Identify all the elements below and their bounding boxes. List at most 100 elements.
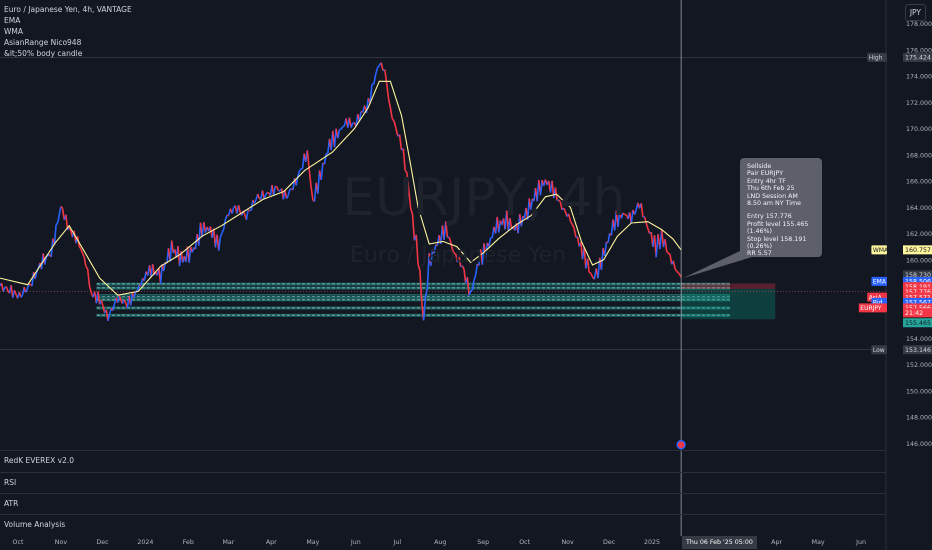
- price-segment: [473, 274, 477, 281]
- price-segment: [264, 192, 268, 196]
- currency-button[interactable]: JPY: [904, 4, 926, 21]
- price-segment: [20, 294, 24, 298]
- pane-everex[interactable]: RedK EVEREX v2.0: [0, 450, 886, 473]
- time-cursor-label: Thu 06 Feb '25 05:00: [682, 536, 757, 549]
- price-segment: [395, 128, 399, 137]
- price-segment: [143, 271, 147, 281]
- price-segment: [466, 277, 470, 296]
- price-segment: [263, 194, 267, 200]
- price-segment: [284, 190, 288, 199]
- price-segment: [448, 236, 452, 243]
- note-line: Pair EURJPY: [747, 170, 784, 178]
- price-tick-label: 168.000: [906, 152, 932, 159]
- price-segment: [86, 268, 91, 287]
- price-segment: [666, 250, 669, 254]
- price-segment: [458, 256, 462, 267]
- price-segment: [672, 260, 676, 269]
- price-segment: [289, 188, 292, 191]
- price-segment: [583, 247, 587, 269]
- price-segment: [640, 203, 644, 217]
- price-tick-label: 166.000: [906, 179, 932, 186]
- price-segment: [677, 272, 681, 276]
- price-segment: [245, 210, 249, 220]
- price-label-box: [903, 270, 932, 280]
- price-segment: [645, 223, 649, 229]
- price-segment: [159, 264, 163, 285]
- time-tick-label: Nov: [561, 539, 574, 546]
- price-tick-label: 148.000: [906, 415, 932, 422]
- price-segment: [56, 214, 61, 224]
- price-segment: [463, 269, 467, 284]
- price-segment: [24, 288, 29, 293]
- time-tick-label: Mar: [222, 539, 235, 546]
- price-segment: [600, 248, 604, 271]
- price-label-text: 155.465: [905, 320, 931, 327]
- price-segment: [419, 270, 423, 303]
- price-segment: [603, 242, 608, 257]
- price-segment: [488, 237, 492, 247]
- price-segment: [136, 284, 140, 291]
- price-segment: [453, 252, 457, 255]
- price-label-box: [903, 52, 932, 62]
- price-segment: [221, 228, 225, 234]
- price-segment: [411, 214, 416, 241]
- price-segment: [276, 186, 280, 192]
- trade-note[interactable]: Sellside Pair EURJPY Entry 4hr TF Thu 6t…: [740, 158, 822, 257]
- price-tick-label: 170.000: [906, 126, 932, 133]
- price-segment: [415, 234, 419, 265]
- legend-symbol[interactable]: Euro / Japanese Yen, 4h, VANTAGE: [4, 5, 132, 14]
- price-segment: [107, 313, 111, 322]
- price-tick-label: 176.000: [906, 47, 932, 54]
- price-tick-label: 162.000: [906, 231, 932, 238]
- price-segment: [372, 74, 377, 85]
- note-pointer: [683, 250, 752, 279]
- price-label-box: [903, 276, 932, 286]
- price-segment: [272, 186, 277, 196]
- price-tag-text: Low: [873, 347, 885, 354]
- price-segment: [607, 233, 611, 243]
- time-tick-label: Oct: [519, 539, 531, 546]
- price-segment: [28, 283, 31, 286]
- pane-volume[interactable]: Volume Analysis: [0, 514, 886, 537]
- legend-indicator-ema[interactable]: EMA: [4, 16, 21, 25]
- price-segment: [78, 245, 82, 250]
- time-axis[interactable]: Oct Nov Dec 2024 Feb Mar Apr May Jun Jul Aug Sep Oct…: [0, 536, 886, 550]
- price-segment: [339, 128, 342, 131]
- price-tick-label: 146.000: [906, 441, 932, 448]
- price-label-text: 157.567: [905, 300, 931, 307]
- legend-indicator-wma[interactable]: WMA: [4, 27, 24, 36]
- price-segment: [237, 205, 241, 213]
- pane-atr[interactable]: ATR: [0, 493, 886, 515]
- price-segment: [497, 220, 502, 233]
- price-segment: [385, 83, 390, 99]
- price-segment: [633, 209, 638, 215]
- price-segment: [539, 180, 543, 196]
- price-tick-label: 174.000: [906, 74, 932, 81]
- time-tick-label: Dec: [96, 539, 109, 546]
- note-line: Stop level 158.191 (0.26%): [747, 235, 807, 251]
- price-segment: [369, 84, 373, 104]
- pane-title: Volume Analysis: [4, 520, 66, 529]
- time-tick-label: May: [811, 539, 825, 546]
- price-label-box: [903, 345, 932, 355]
- price-segment: [449, 242, 454, 250]
- price-segment: [664, 239, 668, 252]
- price-segment: [340, 126, 344, 130]
- price-segment: [80, 248, 84, 254]
- price-segment: [422, 296, 427, 321]
- pane-rsi[interactable]: RSI: [0, 472, 886, 494]
- price-segment: [68, 226, 72, 232]
- price-segment: [60, 205, 64, 209]
- price-segment: [323, 153, 327, 165]
- price-segment: [231, 207, 235, 214]
- price-tag-text: EURJPY: [860, 305, 882, 312]
- legend-indicator-body-candle[interactable]: &lt;50% body candle: [4, 49, 83, 58]
- legend-indicator-asianrange[interactable]: AsianRange Nico948: [4, 38, 82, 47]
- price-label-box: [903, 308, 932, 318]
- price-segment: [219, 232, 223, 238]
- price-axis[interactable]: 146.000148.000150.000152.000154.000156.0…: [858, 0, 932, 550]
- price-segment: [674, 268, 678, 272]
- price-tick-label: 164.000: [906, 205, 932, 212]
- price-segment: [676, 270, 679, 274]
